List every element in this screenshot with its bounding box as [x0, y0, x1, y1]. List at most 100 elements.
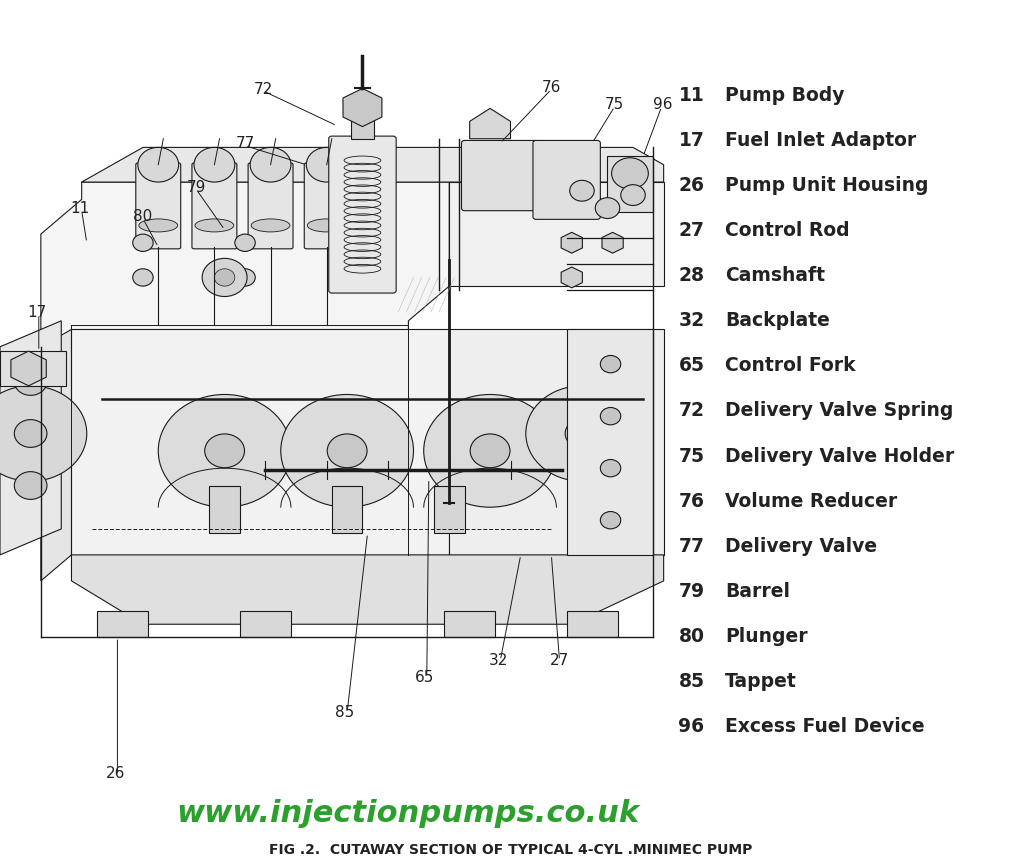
Ellipse shape	[139, 218, 178, 231]
Text: 72: 72	[679, 401, 704, 420]
Text: Backplate: Backplate	[725, 311, 830, 330]
Text: Excess Fuel Device: Excess Fuel Device	[725, 717, 925, 736]
FancyBboxPatch shape	[461, 140, 539, 211]
Circle shape	[612, 158, 648, 189]
Polygon shape	[71, 555, 664, 624]
Bar	[240, 611, 291, 637]
Text: 75: 75	[679, 447, 704, 466]
Circle shape	[526, 386, 638, 481]
Text: 80: 80	[134, 209, 152, 225]
FancyBboxPatch shape	[304, 163, 349, 249]
Bar	[567, 611, 618, 637]
Circle shape	[600, 407, 621, 425]
FancyBboxPatch shape	[248, 163, 293, 249]
Polygon shape	[607, 156, 653, 212]
Text: Control Fork: Control Fork	[725, 356, 856, 375]
Text: 27: 27	[550, 653, 569, 668]
Text: Delivery Valve: Delivery Valve	[725, 537, 877, 556]
Circle shape	[595, 198, 620, 218]
Circle shape	[600, 512, 621, 529]
Text: 27: 27	[679, 221, 704, 240]
Text: 77: 77	[236, 136, 254, 152]
Text: Pump Body: Pump Body	[725, 86, 844, 105]
Text: Barrel: Barrel	[725, 582, 790, 601]
Text: 32: 32	[678, 311, 704, 330]
Polygon shape	[567, 329, 653, 555]
Text: 85: 85	[336, 705, 354, 720]
Circle shape	[14, 368, 47, 395]
Bar	[351, 120, 374, 139]
Text: 85: 85	[679, 672, 704, 691]
Text: Fuel Inlet Adaptor: Fuel Inlet Adaptor	[725, 131, 916, 150]
Circle shape	[138, 147, 179, 182]
Polygon shape	[71, 329, 449, 555]
Circle shape	[14, 472, 47, 499]
Text: Pump Unit Housing: Pump Unit Housing	[725, 176, 928, 195]
Text: 96: 96	[678, 717, 704, 736]
Text: www.injectionpumps.co.uk: www.injectionpumps.co.uk	[177, 799, 640, 828]
Circle shape	[202, 258, 247, 297]
Circle shape	[133, 234, 153, 251]
Text: 17: 17	[679, 131, 704, 150]
Circle shape	[306, 147, 347, 182]
Circle shape	[600, 355, 621, 373]
Circle shape	[194, 147, 235, 182]
Circle shape	[570, 180, 594, 201]
Text: 28: 28	[679, 266, 704, 285]
Circle shape	[424, 394, 556, 507]
Polygon shape	[41, 182, 449, 347]
FancyBboxPatch shape	[329, 136, 396, 293]
Polygon shape	[470, 108, 510, 139]
Text: 77: 77	[679, 537, 704, 556]
FancyBboxPatch shape	[192, 163, 237, 249]
Bar	[444, 611, 495, 637]
Text: 17: 17	[28, 304, 46, 320]
Text: 80: 80	[679, 627, 704, 646]
Circle shape	[470, 434, 510, 468]
Polygon shape	[0, 351, 66, 386]
Bar	[209, 486, 240, 533]
Circle shape	[158, 394, 291, 507]
Polygon shape	[449, 329, 664, 555]
Text: 96: 96	[652, 97, 673, 113]
Polygon shape	[41, 329, 71, 581]
Polygon shape	[82, 147, 664, 182]
FancyBboxPatch shape	[136, 163, 181, 249]
Text: 26: 26	[679, 176, 704, 195]
Text: Camshaft: Camshaft	[725, 266, 825, 285]
Bar	[434, 486, 465, 533]
Text: Plunger: Plunger	[725, 627, 808, 646]
Circle shape	[214, 269, 235, 286]
Text: 32: 32	[489, 653, 507, 668]
Ellipse shape	[195, 218, 234, 231]
Ellipse shape	[307, 218, 346, 231]
Text: Delivery Valve Spring: Delivery Valve Spring	[725, 401, 954, 420]
Circle shape	[250, 147, 291, 182]
Text: FIG .2.  CUTAWAY SECTION OF TYPICAL 4-CYL .MINIMEC PUMP: FIG .2. CUTAWAY SECTION OF TYPICAL 4-CYL…	[269, 843, 752, 857]
Bar	[332, 486, 362, 533]
Circle shape	[281, 394, 414, 507]
Text: 65: 65	[416, 670, 434, 686]
Text: Delivery Valve Holder: Delivery Valve Holder	[725, 447, 955, 466]
Circle shape	[204, 434, 245, 468]
Text: Control Rod: Control Rod	[725, 221, 849, 240]
Polygon shape	[449, 182, 664, 286]
Polygon shape	[0, 321, 61, 555]
Text: 79: 79	[187, 179, 205, 195]
Text: Tappet: Tappet	[725, 672, 796, 691]
Ellipse shape	[251, 218, 290, 231]
Text: 75: 75	[605, 97, 624, 113]
Text: Volume Reducer: Volume Reducer	[725, 492, 897, 511]
FancyBboxPatch shape	[533, 140, 600, 219]
Text: 76: 76	[542, 80, 561, 95]
Circle shape	[14, 420, 47, 447]
Circle shape	[235, 234, 255, 251]
Text: 11: 11	[679, 86, 704, 105]
Circle shape	[133, 269, 153, 286]
Circle shape	[600, 460, 621, 477]
Text: 65: 65	[679, 356, 704, 375]
Circle shape	[565, 420, 598, 447]
Text: 79: 79	[678, 582, 704, 601]
Circle shape	[235, 269, 255, 286]
Text: 26: 26	[106, 766, 125, 781]
